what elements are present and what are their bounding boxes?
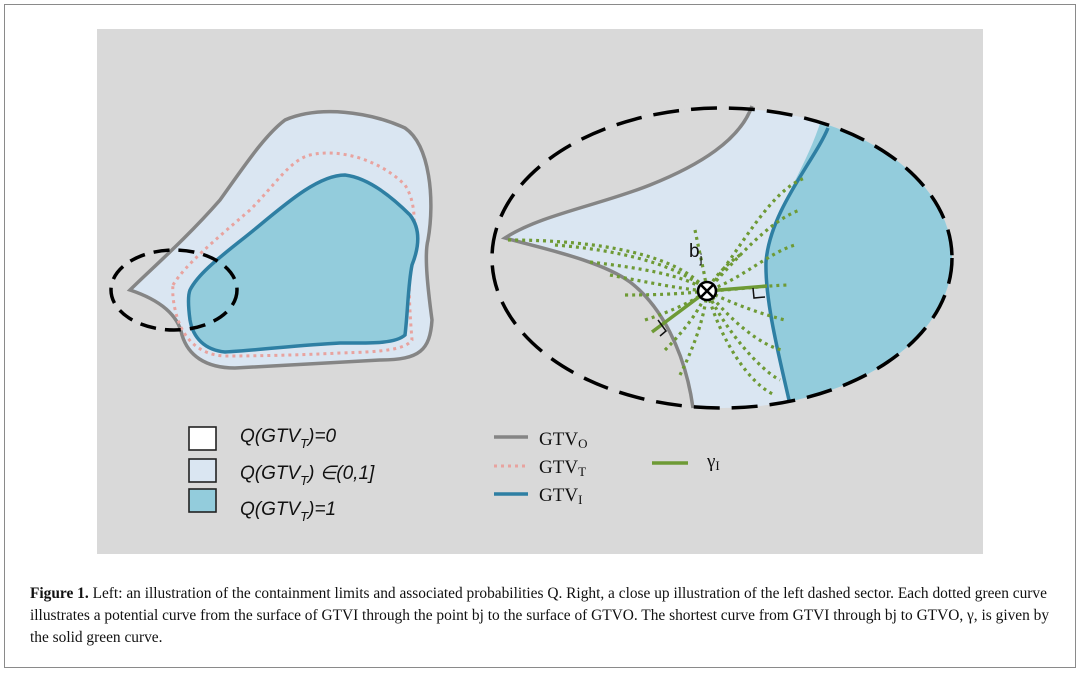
gtv-t-outline-left <box>171 151 416 358</box>
legend-q1-label: Q(GTVT)=1 <box>240 499 336 524</box>
gtv-i-region-left <box>186 173 420 354</box>
right-angle-marker-right <box>752 287 766 299</box>
left-overview <box>109 110 434 370</box>
gtv-i-boundary-right <box>764 127 830 401</box>
legend-qrange-swatch <box>188 458 217 483</box>
legend-gtv-o-label: GTVO <box>539 429 587 451</box>
right-closeup: bj <box>490 105 954 410</box>
legend-q: Q(GTVT)=0 Q(GTVT) ∈(0,1] Q(GTVT)=1 <box>188 426 375 524</box>
legend-q0-swatch <box>188 426 217 451</box>
gtv-i-region-right <box>765 108 952 408</box>
legend-gtv-i-label: GTVI <box>539 485 582 507</box>
caption-label: Figure 1. <box>30 585 89 602</box>
right-angle-marker-left <box>657 319 668 337</box>
legend-q0-label: Q(GTVT)=0 <box>240 426 337 451</box>
legend-gtv-t-label: GTVT <box>539 457 586 479</box>
gtv-o-boundary-right <box>500 105 754 409</box>
closeup-dashed-ellipse <box>490 106 954 410</box>
figure-caption: Figure 1. Left: an illustration of the c… <box>30 583 1060 649</box>
zoom-sector-ellipse <box>109 248 239 332</box>
bj-label: bj <box>689 241 703 266</box>
legend-qrange-label: Q(GTVT) ∈(0,1] <box>240 463 375 488</box>
legend-q1-swatch <box>188 488 217 513</box>
legend-lines: GTVO GTVT GTVI γI <box>494 429 720 507</box>
caption-text: Left: an illustration of the containment… <box>30 585 1050 646</box>
